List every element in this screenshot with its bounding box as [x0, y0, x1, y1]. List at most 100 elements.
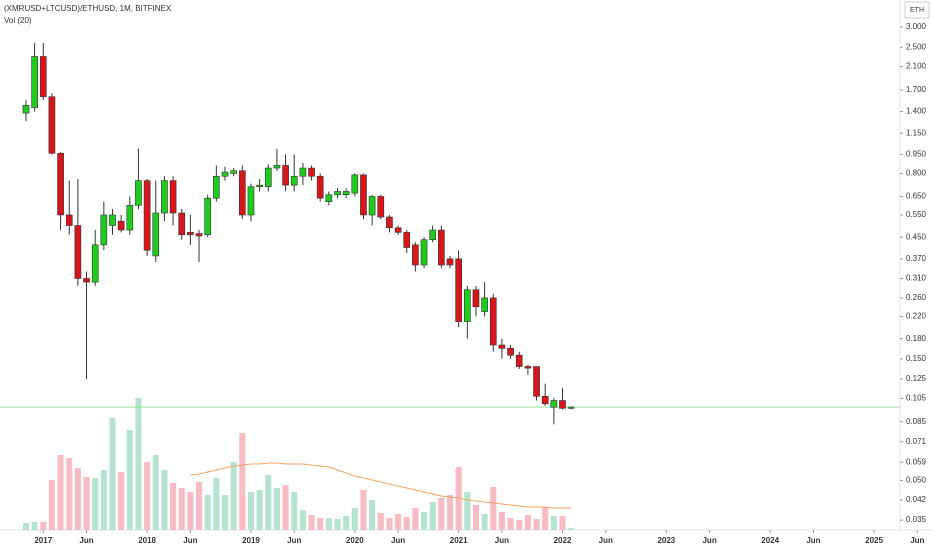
candle-body — [550, 400, 558, 408]
volume-bar — [178, 488, 185, 530]
volume-bar — [464, 492, 471, 530]
candle-body — [386, 216, 393, 229]
volume-bar — [118, 472, 125, 530]
candle-body — [299, 167, 307, 177]
candle-body — [472, 289, 480, 308]
candle-body — [31, 56, 38, 108]
candle-body — [420, 239, 428, 266]
volume-bar — [507, 518, 514, 530]
candle-body — [178, 212, 186, 236]
volume-bar — [386, 518, 393, 530]
volume-bar — [542, 507, 549, 530]
volume-bar — [144, 462, 151, 530]
candle-body — [446, 258, 454, 266]
y-tick-label: 0.310 — [906, 274, 927, 283]
candle-body — [394, 227, 402, 233]
volume-bar — [282, 485, 289, 530]
candle-body — [455, 258, 462, 322]
volume-bar — [265, 475, 272, 530]
candle-body — [221, 171, 229, 177]
volume-bar — [533, 519, 540, 530]
volume-bar — [213, 478, 220, 530]
volume-bar — [308, 515, 315, 530]
x-tick-label: Jun — [702, 536, 716, 545]
candle-body — [48, 96, 56, 154]
x-tick-label: Jun — [183, 536, 197, 545]
y-tick-label: 0.042 — [906, 495, 927, 504]
candle-body — [39, 56, 47, 97]
chart-title: (XMRUSD+LTCUSD)/ETHUSD, 1M, BITFINEX — [4, 4, 172, 13]
x-tick-label: 2021 — [450, 536, 468, 545]
candle-body — [74, 225, 82, 279]
volume-bar — [498, 512, 505, 530]
x-tick-label: 2024 — [761, 536, 779, 545]
currency-box — [904, 1, 930, 19]
candle-body — [377, 196, 385, 218]
candle-body — [109, 214, 116, 226]
x-tick-label: Jun — [495, 536, 509, 545]
x-tick-label: 2025 — [865, 536, 883, 545]
volume-bar — [230, 462, 237, 530]
volume-bar — [568, 528, 575, 530]
x-tick-label: 2017 — [34, 536, 52, 545]
candle-body — [195, 233, 203, 237]
x-tick-label: 2023 — [657, 536, 675, 545]
candle-body — [507, 348, 514, 356]
candle-body — [238, 170, 246, 216]
x-tick-label: Jun — [599, 536, 613, 545]
candle-body — [524, 366, 532, 369]
volume-bar — [126, 430, 133, 530]
candle-body — [213, 175, 220, 199]
volume-bar — [66, 458, 73, 530]
volume-bar — [161, 470, 168, 530]
y-tick-label: 0.150 — [906, 354, 927, 363]
y-tick-label: 0.220 — [906, 312, 927, 321]
candle-body — [152, 212, 160, 257]
volume-bar — [343, 516, 350, 530]
volume-bar — [83, 477, 90, 530]
candle-body — [290, 175, 298, 186]
y-tick-label: 0.650 — [906, 192, 927, 201]
volume-bar — [196, 482, 203, 530]
volume-bar — [247, 492, 254, 530]
candle-body — [489, 297, 497, 346]
candle-body — [429, 229, 437, 240]
volume-bar — [325, 518, 332, 530]
candle-body — [143, 180, 151, 251]
volume-bar — [299, 510, 306, 530]
y-tick-label: 2.100 — [906, 62, 927, 71]
y-tick-label: 2.500 — [906, 42, 927, 51]
candle-body — [230, 170, 237, 174]
y-tick-label: 0.071 — [906, 437, 927, 446]
volume-bar — [273, 488, 280, 530]
volume-bar — [446, 495, 454, 530]
volume-bar — [100, 470, 107, 530]
x-tick-label: Jun — [910, 536, 924, 545]
candle-body — [463, 289, 471, 322]
volume-label: Vol (20) — [4, 16, 32, 25]
candle-body — [412, 244, 419, 266]
candle-body — [117, 220, 125, 231]
volume-bar — [550, 516, 557, 530]
x-tick-label: Jun — [391, 536, 405, 545]
x-tick-label: 2020 — [346, 536, 364, 545]
volume-bar — [152, 455, 159, 530]
x-tick-label: 2019 — [242, 536, 260, 545]
volume-bar — [239, 433, 246, 530]
volume-bar — [170, 483, 177, 530]
volume-bar — [490, 487, 497, 530]
candle-body — [57, 152, 64, 216]
volume-bar — [92, 478, 99, 530]
x-tick-label: 2022 — [554, 536, 572, 545]
y-tick-label: 0.370 — [906, 254, 927, 263]
volume-bar — [135, 398, 142, 530]
x-tick-label: 2018 — [138, 536, 156, 545]
volume-bar — [74, 468, 81, 530]
candle-body — [22, 105, 30, 114]
volume-bar — [48, 480, 55, 530]
y-tick-label: 0.800 — [906, 169, 927, 178]
candle-body — [541, 395, 549, 405]
candle-body — [264, 167, 272, 187]
volume-bar — [187, 492, 194, 530]
